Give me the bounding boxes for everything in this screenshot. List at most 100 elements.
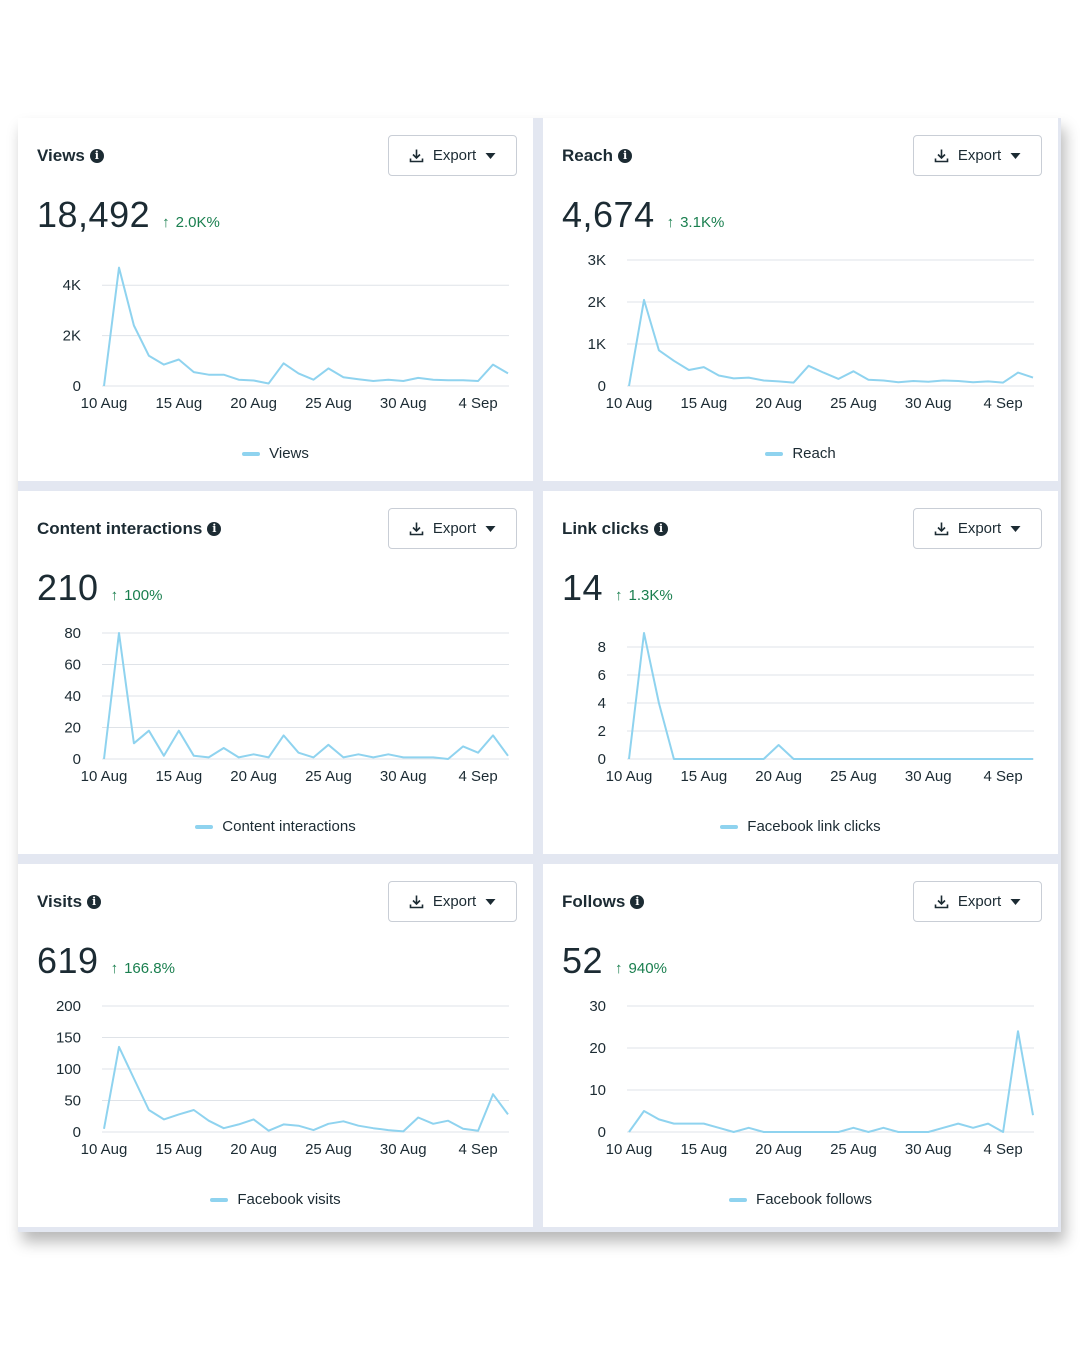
metric-change: ↑ 940% <box>615 960 667 977</box>
x-tick-label: 4 Sep <box>458 395 497 412</box>
x-tick-label: 25 Aug <box>830 395 877 412</box>
download-icon <box>934 148 949 163</box>
series-line[interactable] <box>628 298 1034 387</box>
download-icon <box>409 521 424 536</box>
series-line[interactable] <box>103 266 509 387</box>
export-label: Export <box>432 520 477 537</box>
y-tick-label: 100 <box>56 1061 81 1078</box>
metric-change-value: 1.3K% <box>628 587 673 604</box>
metric-change-value: 2.0K% <box>175 214 220 231</box>
metric-value: 18,492 <box>37 194 151 235</box>
caret-down-icon <box>1010 525 1021 533</box>
info-icon[interactable]: i <box>87 895 102 909</box>
chart-legend[interactable]: Facebook visits <box>18 1191 533 1208</box>
series-line[interactable] <box>103 632 509 760</box>
y-tick-label: 1K <box>588 336 606 353</box>
x-tick-label: 30 Aug <box>905 395 952 412</box>
y-tick-label: 80 <box>64 625 81 642</box>
legend-label: Reach <box>792 445 836 462</box>
info-icon[interactable]: i <box>653 522 668 536</box>
chart-legend[interactable]: Views <box>18 445 533 462</box>
legend-label: Content interactions <box>222 818 356 835</box>
card-title-text: Visits <box>37 892 83 911</box>
follows-card: Follows i Export 52 ↑ 940% 0 10 20 30 10 Aug… <box>543 864 1058 1227</box>
views-line-chart: 0 2K 4K 10 Aug 15 Aug 20 Aug 25 Aug 30 Aug 4 Sep <box>63 266 509 412</box>
info-icon[interactable]: i <box>207 522 222 536</box>
x-tick-label: 20 Aug <box>755 768 802 785</box>
card-title: Reach i <box>562 146 633 166</box>
metric-summary: 4,674 ↑ 3.1K% <box>562 194 724 236</box>
export-button[interactable]: Export <box>388 508 517 549</box>
legend-swatch <box>195 824 214 829</box>
export-label: Export <box>957 520 1002 537</box>
y-tick-label: 2K <box>63 328 81 345</box>
metric-change-value: 166.8% <box>124 960 175 977</box>
metrics-grid: Views i Export 18,492 ↑ 2.0K% 0 2K 4K 10 Au… <box>18 118 1061 1232</box>
info-icon[interactable]: i <box>618 149 633 163</box>
legend-swatch <box>729 1197 748 1202</box>
metric-change: ↑ 166.8% <box>111 960 175 977</box>
x-tick-label: 4 Sep <box>983 1141 1022 1158</box>
metric-change-value: 940% <box>628 960 667 977</box>
arrow-up-icon: ↑ <box>615 587 623 604</box>
metric-change: ↑ 1.3K% <box>615 587 673 604</box>
export-label: Export <box>432 893 477 910</box>
export-button[interactable]: Export <box>913 508 1042 549</box>
x-tick-label: 4 Sep <box>458 1141 497 1158</box>
metric-summary: 210 ↑ 100% <box>37 567 162 609</box>
x-tick-label: 10 Aug <box>606 395 653 412</box>
x-tick-label: 10 Aug <box>81 768 128 785</box>
export-button[interactable]: Export <box>913 135 1042 176</box>
series-line[interactable] <box>628 632 1033 760</box>
content-interactions-card: Content interactions i Export 210 ↑ 100%… <box>18 491 533 854</box>
metric-change-value: 3.1K% <box>680 214 725 231</box>
metric-summary: 619 ↑ 166.8% <box>37 940 175 982</box>
export-button[interactable]: Export <box>913 881 1042 922</box>
y-tick-label: 30 <box>589 998 606 1015</box>
x-tick-label: 4 Sep <box>458 768 497 785</box>
y-tick-label: 20 <box>589 1040 606 1057</box>
x-tick-label: 30 Aug <box>380 1141 427 1158</box>
chart-legend[interactable]: Facebook follows <box>543 1191 1058 1208</box>
x-tick-label: 30 Aug <box>380 768 427 785</box>
y-tick-label: 2K <box>588 294 606 311</box>
x-tick-label: 20 Aug <box>230 1141 277 1158</box>
info-icon[interactable]: i <box>630 895 645 909</box>
metric-value: 210 <box>37 567 99 608</box>
card-title-text: Views <box>37 146 85 165</box>
chart-legend[interactable]: Reach <box>543 445 1058 462</box>
caret-down-icon <box>1010 152 1021 160</box>
x-tick-label: 25 Aug <box>830 1141 877 1158</box>
reach-card: Reach i Export 4,674 ↑ 3.1K% 0 1K 2K 3K 10 A… <box>543 118 1058 481</box>
card-title-text: Content interactions <box>37 519 203 538</box>
dashboard-panel: Views i Export 18,492 ↑ 2.0K% 0 2K 4K 10 Au… <box>18 118 1061 1232</box>
chart-legend[interactable]: Content interactions <box>18 818 533 835</box>
metric-value: 52 <box>562 940 604 981</box>
content-interactions-line-chart: 0 20 40 60 80 10 Aug 15 Aug 20 Aug 25 Aug 30 Aug 4… <box>64 625 509 785</box>
x-tick-label: 25 Aug <box>305 1141 352 1158</box>
export-label: Export <box>957 893 1002 910</box>
metric-change-value: 100% <box>124 587 163 604</box>
export-button[interactable]: Export <box>388 881 517 922</box>
y-tick-label: 0 <box>73 1124 81 1141</box>
card-title-text: Link clicks <box>562 519 649 538</box>
y-tick-label: 0 <box>73 751 81 768</box>
y-tick-label: 0 <box>73 378 81 395</box>
download-icon <box>934 521 949 536</box>
info-icon[interactable]: i <box>89 149 104 163</box>
caret-down-icon <box>1010 898 1021 906</box>
export-label: Export <box>957 147 1002 164</box>
y-tick-label: 60 <box>64 657 81 674</box>
x-tick-label: 30 Aug <box>905 768 952 785</box>
metric-change: ↑ 2.0K% <box>162 214 220 231</box>
series-line[interactable] <box>628 1030 1034 1133</box>
x-tick-label: 20 Aug <box>230 768 277 785</box>
link-clicks-card: Link clicks i Export 14 ↑ 1.3K% 0 2 4 6 8 10 … <box>543 491 1058 854</box>
x-tick-label: 4 Sep <box>983 395 1022 412</box>
export-button[interactable]: Export <box>388 135 517 176</box>
card-title: Content interactions i <box>37 519 222 539</box>
legend-swatch <box>720 824 739 829</box>
caret-down-icon <box>485 152 496 160</box>
series-line[interactable] <box>103 1045 509 1133</box>
chart-legend[interactable]: Facebook link clicks <box>543 818 1058 835</box>
